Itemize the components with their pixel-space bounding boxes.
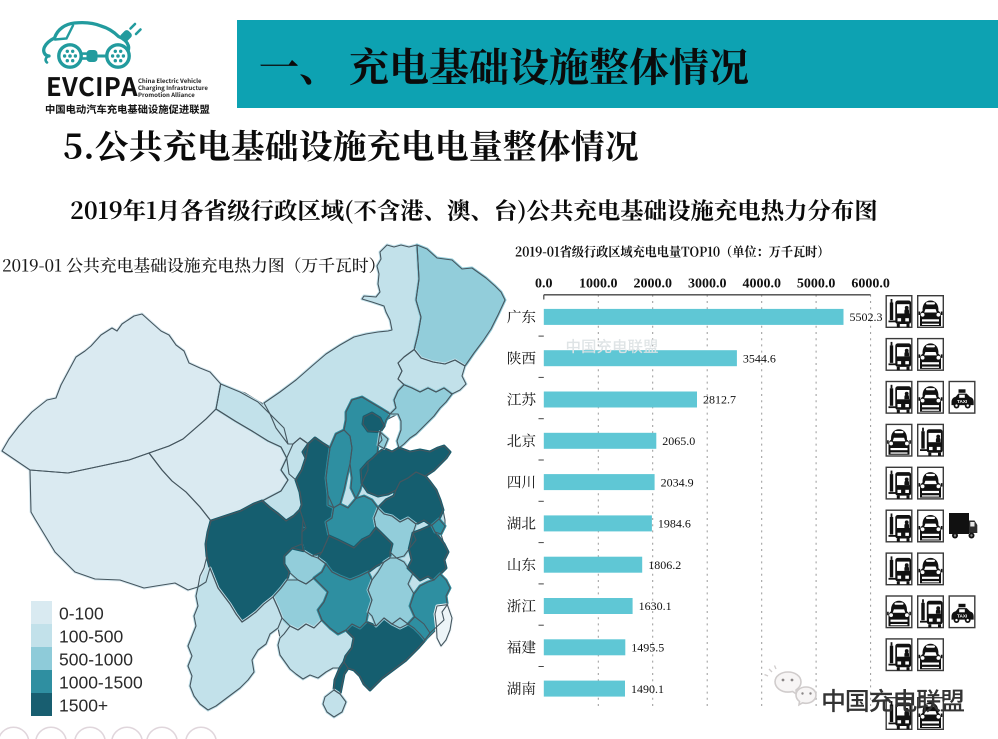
svg-text:0.0: 0.0 [535,277,553,292]
svg-text:2812.7: 2812.7 [703,393,736,407]
svg-text:1630.1: 1630.1 [639,599,672,613]
svg-text:1500+: 1500+ [59,696,108,716]
svg-text:1495.5: 1495.5 [631,641,664,655]
svg-text:1000.0: 1000.0 [579,277,618,292]
svg-text:500-1000: 500-1000 [59,650,133,670]
svg-text:5502.3: 5502.3 [850,310,883,324]
svg-text:100-500: 100-500 [59,627,123,647]
svg-text:1984.6: 1984.6 [658,517,691,531]
svg-text:2000.0: 2000.0 [633,277,672,292]
svg-text:1000-1500: 1000-1500 [59,673,143,693]
svg-text:6000.0: 6000.0 [851,277,890,292]
svg-text:1490.1: 1490.1 [631,682,664,696]
svg-text:3000.0: 3000.0 [688,277,727,292]
svg-text:2034.9: 2034.9 [661,475,694,489]
svg-text:2065.0: 2065.0 [662,434,695,448]
svg-text:TAXI: TAXI [957,614,967,619]
svg-text:1806.2: 1806.2 [648,558,681,572]
svg-text:4000.0: 4000.0 [742,277,781,292]
svg-text:TAXI: TAXI [957,399,967,404]
svg-text:0-100: 0-100 [59,604,104,624]
svg-text:5000.0: 5000.0 [797,277,836,292]
svg-text:3544.6: 3544.6 [743,351,776,365]
